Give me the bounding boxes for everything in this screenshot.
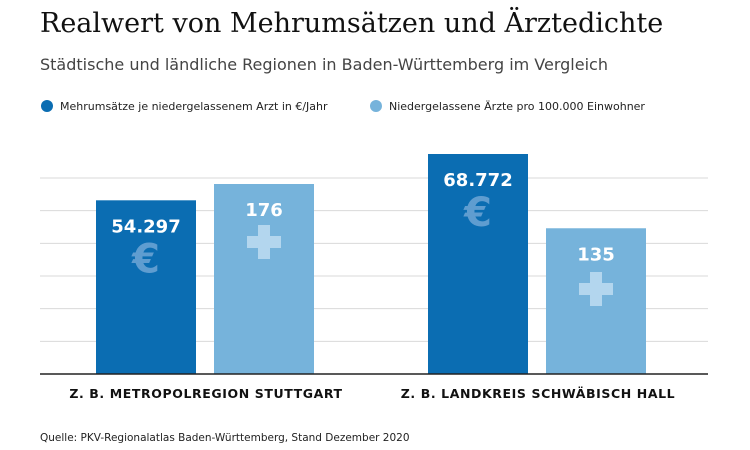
category-label-1: Z. B. METROPOLREGION STUTTGART bbox=[69, 386, 342, 401]
legend-label-series-2: Niedergelassene Ärzte pro 100.000 Einwoh… bbox=[389, 100, 645, 113]
data-label-series-2-category-1: 176 bbox=[245, 200, 283, 221]
legend-marker-series-2 bbox=[370, 100, 382, 112]
source-note: Quelle: PKV-Regionalatlas Baden-Württemb… bbox=[40, 432, 410, 444]
legend: Mehrumsätze je niedergelassenem Arzt in … bbox=[41, 100, 645, 113]
bar-series-2-category-1 bbox=[214, 184, 314, 374]
cross-icon bbox=[247, 225, 281, 259]
euro-icon: € bbox=[463, 190, 492, 236]
data-label-series-1-category-1: 54.297 bbox=[111, 216, 180, 237]
cross-icon bbox=[579, 272, 613, 306]
legend-label-series-1: Mehrumsätze je niedergelassenem Arzt in … bbox=[60, 100, 328, 113]
chart-subtitle: Städtische und ländliche Regionen in Bad… bbox=[40, 55, 608, 74]
bar-series-1-category-2 bbox=[428, 154, 528, 374]
chart-title: Realwert von Mehrumsätzen und Ärztedicht… bbox=[40, 8, 664, 39]
data-label-series-2-category-2: 135 bbox=[577, 244, 615, 265]
bar-series-1-category-1 bbox=[96, 200, 196, 374]
category-label-2: Z. B. LANDKREIS SCHWÄBISCH HALL bbox=[401, 386, 676, 401]
euro-icon: € bbox=[131, 236, 160, 282]
legend-marker-series-1 bbox=[41, 100, 53, 112]
data-label-series-1-category-2: 68.772 bbox=[443, 170, 512, 191]
